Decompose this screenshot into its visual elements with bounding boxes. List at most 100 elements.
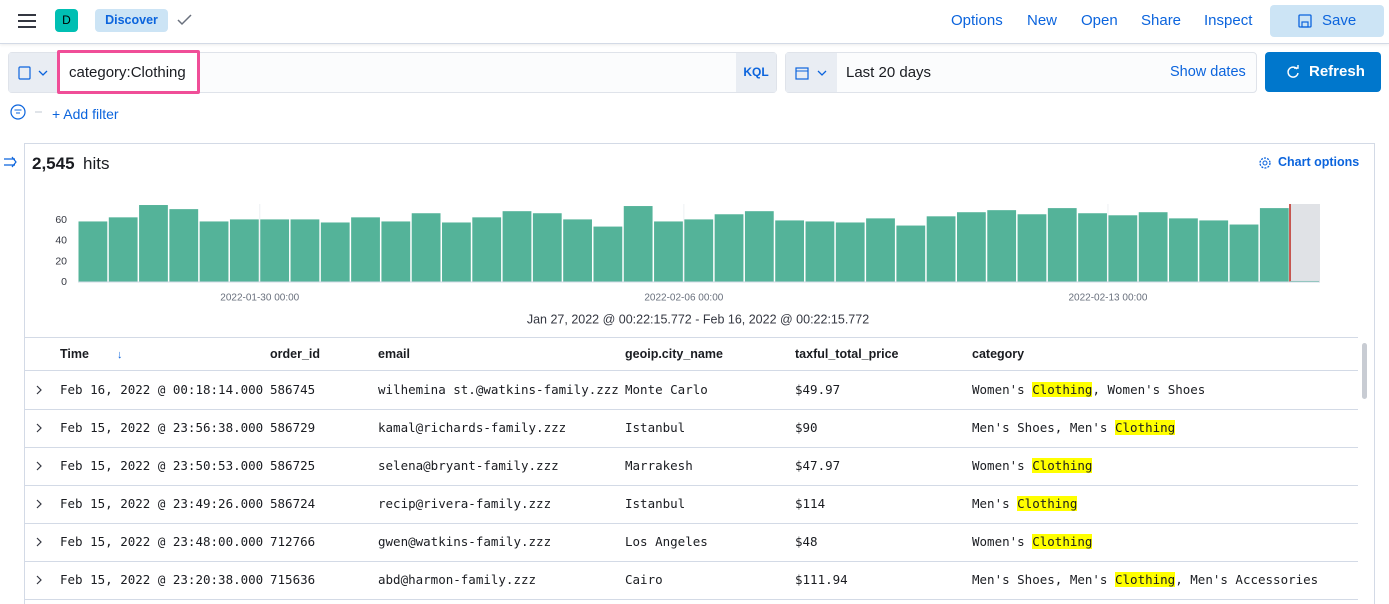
table-cell: selena@bryant-family.zzz (378, 458, 559, 473)
table-cell: kamal@richards-family.zzz (378, 420, 567, 435)
expand-toggle[interactable] (35, 421, 45, 435)
save-label: Save (1322, 12, 1357, 29)
menu-button[interactable] (18, 13, 36, 29)
highlight-match: Clothing (1032, 382, 1093, 397)
table-cell: Feb 15, 2022 @ 23:49:26.000 (60, 496, 264, 511)
x-tick-label: 2022-02-06 00:00 (644, 293, 723, 304)
bar (502, 211, 532, 282)
bar (199, 221, 229, 282)
bar (139, 205, 168, 282)
scrollbar[interactable] (1362, 343, 1367, 399)
top-bar: D Discover Options New Open Share Inspec… (0, 0, 1389, 44)
kql-button[interactable]: KQL (736, 53, 776, 92)
saved-query-button[interactable] (9, 53, 57, 92)
bar (78, 221, 108, 282)
expand-toggle[interactable] (35, 497, 45, 511)
query-input[interactable]: category:Clothing (69, 64, 186, 81)
column-header[interactable]: geoip.city_name (625, 347, 723, 361)
query-bar: category:Clothing KQL (8, 50, 777, 94)
table-cell: $111.94 (795, 572, 848, 587)
table-cell: Feb 15, 2022 @ 23:50:53.000 (60, 458, 264, 473)
column-header[interactable]: Time (60, 347, 89, 361)
refresh-button[interactable]: Refresh (1265, 52, 1381, 92)
check-icon (177, 14, 192, 26)
row-border (25, 447, 1358, 448)
bar (229, 219, 259, 282)
table-cell: Cairo (625, 572, 663, 587)
table-cell: 586729 (270, 420, 316, 435)
app-badge[interactable]: D (55, 9, 78, 32)
bar (775, 220, 805, 282)
y-tick-label: 0 (61, 276, 67, 288)
sidebar-toggle[interactable] (3, 156, 19, 168)
bar (593, 226, 623, 282)
saved-query-icon (18, 66, 48, 80)
hits-label: hits (83, 154, 110, 173)
table-cell: Women's Clothing (972, 534, 1093, 549)
save-button[interactable]: Save (1270, 5, 1384, 37)
add-filter[interactable]: + Add filter (52, 106, 119, 122)
table-cell: Women's Clothing (972, 458, 1093, 473)
highlight-match: Clothing (1032, 458, 1093, 473)
gear-icon (1259, 157, 1271, 169)
y-tick-label: 20 (55, 255, 67, 267)
bar (411, 213, 441, 282)
table-cell: Women's Clothing, Women's Shoes (972, 382, 1205, 397)
sort-icon[interactable]: ↓ (117, 349, 123, 361)
bar (956, 212, 986, 282)
bar (866, 218, 895, 282)
chevron (36, 537, 42, 547)
bar (896, 225, 926, 282)
row-border (25, 599, 1358, 600)
column-header[interactable]: taxful_total_price (795, 347, 899, 361)
expand-toggle[interactable] (35, 573, 45, 587)
table-cell: Istanbul (625, 420, 686, 435)
table-cell: 715636 (270, 572, 316, 587)
bar (472, 217, 502, 282)
bar (654, 221, 683, 282)
filter-icon[interactable] (10, 104, 46, 120)
y-tick-label: 40 (55, 235, 67, 247)
refresh-label: Refresh (1309, 63, 1365, 80)
chevron (36, 385, 42, 395)
nav-link[interactable]: New (1027, 12, 1058, 29)
chart-options[interactable]: Chart options (1278, 155, 1360, 169)
bar (351, 217, 380, 282)
bar (1169, 218, 1198, 282)
bar (1138, 212, 1168, 282)
row-border (25, 523, 1358, 524)
table-cell: 586725 (270, 458, 316, 473)
row-border (25, 561, 1358, 562)
chevron (36, 461, 42, 471)
date-quick-menu[interactable] (786, 53, 837, 92)
save-icon (1298, 14, 1312, 28)
expand-toggle[interactable] (35, 459, 45, 473)
bar (563, 219, 592, 282)
column-header[interactable]: order_id (270, 347, 321, 361)
highlight-match: Clothing (1032, 534, 1093, 549)
nav-link[interactable]: Options (951, 12, 1003, 29)
expand-toggle[interactable] (35, 383, 45, 397)
nav-link[interactable]: Share (1141, 12, 1182, 29)
cell-text: Men's (972, 496, 1018, 511)
row-border (25, 485, 1358, 486)
expand-toggle[interactable] (35, 535, 45, 549)
table-top-border (25, 337, 1358, 338)
table-cell: Feb 16, 2022 @ 00:18:14.000 (60, 382, 264, 397)
column-header[interactable]: category (972, 347, 1025, 361)
bar (108, 217, 138, 282)
documents-table: Time order_id email geoip.city_name taxful_t… (25, 337, 1358, 600)
nav-link[interactable]: Open (1081, 12, 1118, 29)
results-panel (24, 143, 1375, 604)
nav-link[interactable]: Inspect (1204, 12, 1253, 29)
show-dates[interactable]: Show dates (1170, 64, 1246, 80)
bar (987, 210, 1017, 282)
bar (169, 209, 199, 282)
bar (1290, 280, 1319, 282)
table-cell: Feb 15, 2022 @ 23:56:38.000 (60, 420, 264, 435)
breadcrumb[interactable]: Discover (95, 9, 168, 32)
date-range[interactable]: Last 20 days (846, 64, 932, 81)
column-header[interactable]: email (378, 347, 410, 361)
highlight-match: Clothing (1115, 420, 1176, 435)
